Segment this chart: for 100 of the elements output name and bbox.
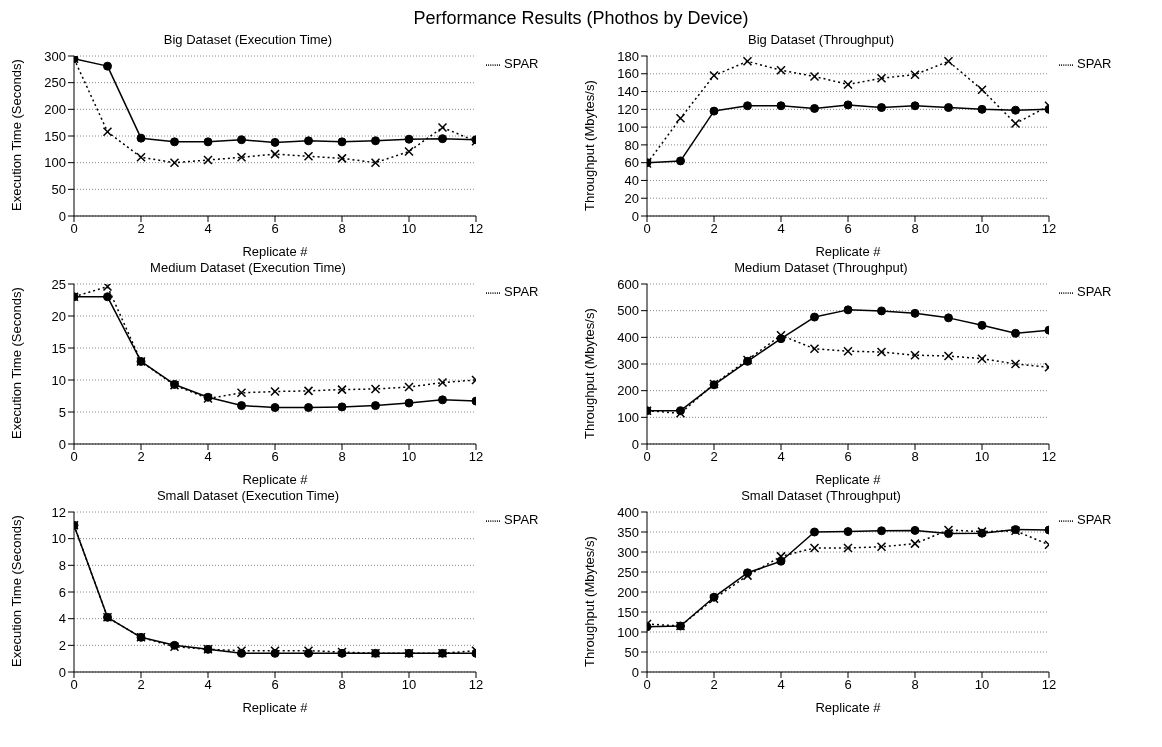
y-tick-label: 100 (617, 119, 639, 135)
x-tick-label: 0 (70, 221, 78, 237)
y-axis-title: Throughput (Mbytes/s) (581, 308, 597, 439)
y-tick-label: 200 (617, 584, 639, 600)
x-tick-label: 12 (468, 221, 484, 237)
y-axis-title: Throughput (Mbytes/s) (581, 80, 597, 211)
x-tick-label: 12 (468, 449, 484, 465)
y-tick-label: 100 (44, 155, 66, 171)
y-tick-label: 5 (58, 404, 66, 420)
y-tick-label: 20 (624, 190, 639, 206)
x-axis-title: Replicate # (815, 472, 882, 487)
x-tick-label: 0 (643, 677, 651, 693)
x-tick-label: 4 (204, 221, 212, 237)
x-tick-label: 8 (911, 221, 919, 237)
x-tick-label: 10 (974, 677, 990, 693)
y-axis-title: Execution Time (Seconds) (8, 287, 24, 439)
y-tick-label: 15 (51, 340, 66, 356)
x-tick-label: 2 (710, 221, 718, 237)
legend-label: SPAR (504, 512, 539, 527)
y-tick-label: 6 (58, 584, 66, 600)
x-tick-label: 8 (911, 677, 919, 693)
x-tick-label: 12 (1041, 677, 1057, 693)
y-tick-label: 0 (58, 436, 66, 452)
x-tick-label: 6 (271, 449, 279, 465)
y-tick-label: 50 (624, 644, 639, 660)
x-tick-label: 4 (777, 449, 785, 465)
y-tick-label: 150 (44, 128, 66, 144)
x-axis-title: Replicate # (242, 700, 309, 715)
x-tick-label: 8 (338, 449, 346, 465)
x-tick-label: 12 (1041, 449, 1057, 465)
y-tick-label: 140 (617, 84, 639, 100)
y-tick-label: 200 (617, 383, 639, 399)
x-tick-label: 8 (338, 221, 346, 237)
x-tick-label: 2 (710, 677, 718, 693)
y-tick-label: 200 (44, 101, 66, 117)
legend-label: SPAR (504, 56, 539, 71)
y-tick-label: 2 (58, 637, 66, 653)
x-tick-label: 10 (974, 221, 990, 237)
y-axis-title: Execution Time (Seconds) (8, 515, 24, 667)
x-axis-title: Replicate # (242, 472, 309, 487)
x-tick-label: 8 (338, 677, 346, 693)
y-tick-label: 80 (624, 137, 639, 153)
y-tick-label: 350 (617, 524, 639, 540)
x-tick-label: 4 (204, 677, 212, 693)
y-axis-title: Execution Time (Seconds) (8, 59, 24, 211)
x-tick-label: 2 (137, 677, 145, 693)
y-tick-label: 4 (58, 611, 66, 627)
y-tick-label: 150 (617, 604, 639, 620)
y-tick-label: 250 (617, 564, 639, 580)
x-tick-label: 12 (468, 677, 484, 693)
x-tick-label: 2 (710, 449, 718, 465)
legend-label: SPAR (504, 284, 539, 299)
y-tick-label: 250 (44, 75, 66, 91)
x-axis-title: Replicate # (815, 700, 882, 715)
x-tick-label: 10 (401, 449, 417, 465)
legend-label: SPAR (1077, 56, 1112, 71)
y-tick-label: 50 (51, 181, 66, 197)
y-tick-label: 25 (51, 276, 66, 292)
chart-title: Big Dataset (Throughput) (747, 32, 895, 48)
x-tick-label: 4 (777, 221, 785, 237)
chart-title: Small Dataset (Execution Time) (155, 488, 341, 504)
legend-label: SPAR (1077, 284, 1112, 299)
chart-title: Medium Dataset (Execution Time) (149, 260, 347, 276)
y-tick-label: 10 (51, 531, 66, 547)
x-tick-label: 2 (137, 221, 145, 237)
x-tick-label: 4 (777, 677, 785, 693)
y-tick-label: 10 (51, 372, 66, 388)
y-tick-label: 160 (617, 66, 639, 82)
chart-title: Medium Dataset (Throughput) (733, 260, 909, 276)
x-tick-label: 12 (1041, 221, 1057, 237)
y-tick-label: 0 (631, 664, 639, 680)
x-axis-title: Replicate # (242, 244, 309, 259)
y-tick-label: 600 (617, 276, 639, 292)
x-tick-label: 4 (204, 449, 212, 465)
legend-label: SPAR (1077, 512, 1112, 527)
y-tick-label: 20 (51, 308, 66, 324)
x-tick-label: 0 (643, 221, 651, 237)
y-tick-label: 300 (617, 544, 639, 560)
y-tick-label: 40 (624, 173, 639, 189)
x-tick-label: 0 (70, 449, 78, 465)
x-tick-label: 8 (911, 449, 919, 465)
x-tick-label: 6 (844, 221, 852, 237)
chart-title: Small Dataset (Throughput) (740, 488, 902, 504)
x-tick-label: 10 (401, 221, 417, 237)
chart-subtitle: Big Dataset (Execution Time) (162, 32, 334, 48)
y-tick-label: 0 (58, 664, 66, 680)
x-axis-title: Replicate # (815, 244, 882, 259)
y-tick-label: 500 (617, 303, 639, 319)
y-tick-label: 0 (631, 436, 639, 452)
x-tick-label: 6 (844, 449, 852, 465)
y-tick-label: 8 (58, 557, 66, 573)
x-tick-label: 0 (643, 449, 651, 465)
y-tick-label: 0 (58, 208, 66, 224)
y-tick-label: 120 (617, 101, 639, 117)
y-tick-label: 400 (617, 329, 639, 345)
y-tick-label: 300 (44, 48, 66, 64)
x-tick-label: 2 (137, 449, 145, 465)
y-tick-label: 400 (617, 504, 639, 520)
x-tick-label: 6 (271, 221, 279, 237)
x-tick-label: 10 (401, 677, 417, 693)
